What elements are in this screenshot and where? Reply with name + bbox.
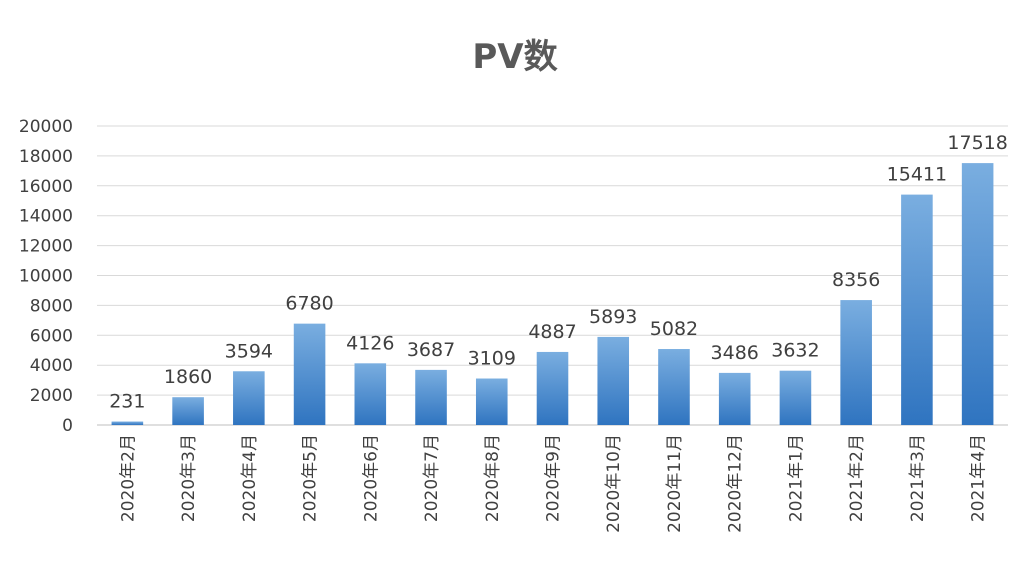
data-label: 3109 <box>468 348 516 370</box>
bar <box>172 397 204 425</box>
data-label: 3486 <box>711 342 759 364</box>
bar <box>901 194 933 425</box>
bar <box>415 369 447 425</box>
y-tick-label: 18000 <box>19 147 73 167</box>
data-label: 1860 <box>164 366 212 388</box>
y-tick-label: 4000 <box>30 356 73 376</box>
data-label: 17518 <box>947 132 1007 154</box>
data-label: 6780 <box>285 293 333 315</box>
y-tick-label: 8000 <box>30 296 73 316</box>
y-tick-label: 10000 <box>19 267 73 287</box>
data-label: 8356 <box>832 269 880 291</box>
x-tick-label: 2020年3月 <box>179 434 199 522</box>
x-tick-label: 2020年10月 <box>604 434 624 533</box>
data-label: 5893 <box>589 306 637 328</box>
x-axis-ticks: 2020年2月 2020年3月 2020年4月 2020年5月 2020年6月 2020年… <box>118 434 988 533</box>
y-tick-label: 14000 <box>19 207 73 227</box>
x-tick-label: 2021年1月 <box>786 434 806 522</box>
x-tick-label: 2021年2月 <box>847 434 867 522</box>
x-tick-label: 2020年6月 <box>361 434 381 522</box>
data-label: 231 <box>109 391 145 413</box>
y-tick-label: 16000 <box>19 177 73 197</box>
bar <box>293 323 326 425</box>
x-tick-label: 2020年2月 <box>118 434 138 522</box>
bar <box>233 371 265 425</box>
x-tick-label: 2021年3月 <box>908 434 928 522</box>
x-tick-label: 2020年4月 <box>240 434 260 522</box>
bars <box>111 163 994 425</box>
bar <box>597 336 630 425</box>
x-tick-label: 2020年12月 <box>726 434 746 533</box>
bar <box>111 421 144 425</box>
data-label: 15411 <box>887 164 947 186</box>
x-tick-label: 2020年9月 <box>544 434 564 522</box>
bar <box>536 351 569 425</box>
x-tick-label: 2020年8月 <box>483 434 503 522</box>
y-tick-label: 0 <box>62 416 73 436</box>
data-label: 4887 <box>528 321 576 343</box>
y-axis-ticks: 0 2000 4000 6000 8000 10000 12000 14000 16000 180… <box>19 117 73 436</box>
chart-title: PV数 <box>472 37 557 77</box>
bar <box>718 372 751 425</box>
data-label: 4126 <box>346 332 394 354</box>
bar <box>658 349 690 425</box>
bar <box>961 163 994 425</box>
data-label: 3594 <box>225 340 273 362</box>
bar <box>475 378 508 425</box>
x-tick-label: 2020年11月 <box>665 434 685 533</box>
y-tick-label: 12000 <box>19 237 73 257</box>
data-label: 3687 <box>407 339 455 361</box>
y-tick-label: 2000 <box>30 386 73 406</box>
x-tick-label: 2020年5月 <box>301 434 321 522</box>
data-label: 5082 <box>650 318 698 340</box>
bar <box>840 300 872 425</box>
y-tick-label: 6000 <box>30 326 73 346</box>
bar <box>354 363 387 425</box>
x-tick-label: 2021年4月 <box>969 434 989 522</box>
data-labels: 231 1860 3594 6780 4126 3687 3109 4887 5893 5082 3… <box>109 132 1008 412</box>
bar <box>779 370 812 425</box>
x-tick-label: 2020年7月 <box>422 434 442 522</box>
data-label: 3632 <box>771 340 819 362</box>
y-tick-label: 20000 <box>19 117 73 137</box>
